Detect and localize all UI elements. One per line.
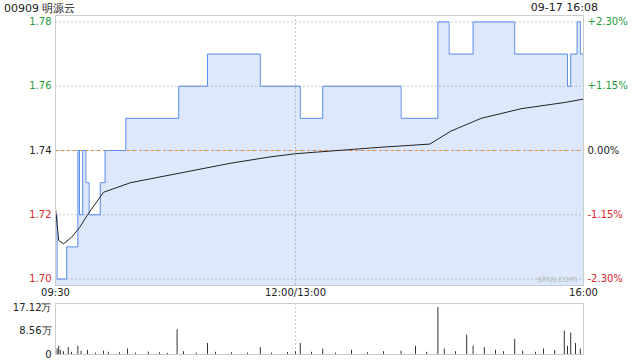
svg-text:17.12万: 17.12万 [13,302,52,313]
svg-text:sina.com: sina.com [537,274,578,284]
svg-text:+2.30%: +2.30% [588,16,628,27]
svg-text:8.56万: 8.56万 [19,325,51,336]
svg-text:0: 0 [45,349,51,358]
svg-text:1.78: 1.78 [29,16,51,27]
svg-text:09:30: 09:30 [41,287,70,298]
svg-text:-2.30%: -2.30% [588,273,623,284]
svg-text:1.70: 1.70 [29,273,51,284]
html-text:00909 明源云: 00909 明源云 [4,2,76,15]
svg-text:+1.15%: +1.15% [588,80,628,91]
svg-text:-1.15%: -1.15% [588,209,623,220]
svg-text:1.72: 1.72 [29,209,51,220]
svg-text:1.74: 1.74 [29,145,51,156]
svg-text:12:00/13:00: 12:00/13:00 [265,287,326,298]
svg-text:1.76: 1.76 [29,80,51,91]
svg-text:16:00: 16:00 [569,287,598,298]
svg-text:0.00%: 0.00% [588,145,620,156]
html-text:09-17 16:08: 09-17 16:08 [530,1,598,14]
